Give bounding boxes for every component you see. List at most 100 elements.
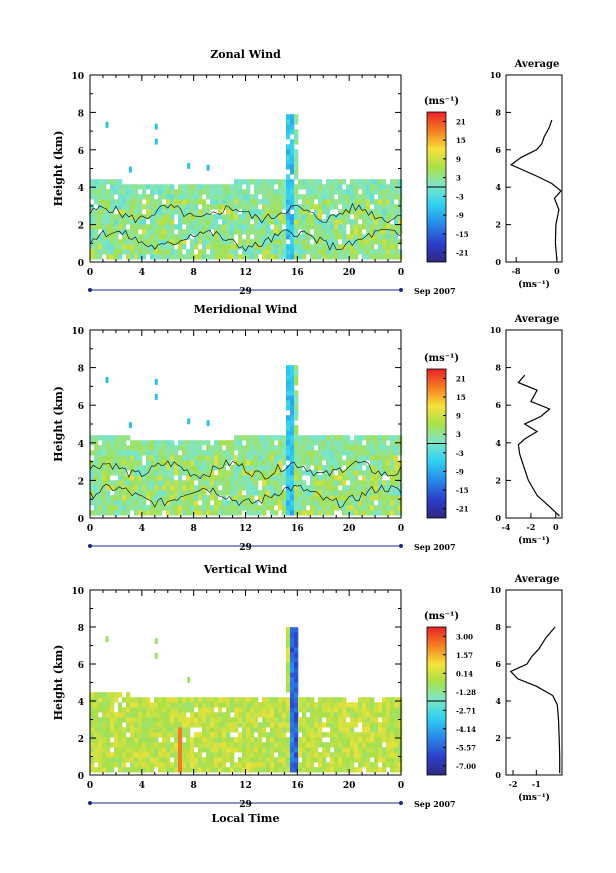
field-cell <box>110 500 115 506</box>
field-cell <box>362 460 367 466</box>
field-cell <box>258 707 263 713</box>
field-cell <box>214 184 219 190</box>
field-cell <box>186 214 191 220</box>
field-cell <box>198 742 203 748</box>
field-cell <box>318 707 323 713</box>
field-cell <box>110 445 115 451</box>
field-cell <box>370 767 375 773</box>
field-cell <box>358 500 363 506</box>
field-cell <box>198 450 203 456</box>
field-cell <box>290 712 295 718</box>
field-cell <box>378 465 383 471</box>
field-cell <box>222 194 227 200</box>
x-tick-label: 0 <box>87 781 93 791</box>
field-cell <box>338 219 343 225</box>
field-cell <box>202 712 207 718</box>
field-cell <box>394 450 399 456</box>
field-cell <box>274 254 279 260</box>
field-cell <box>138 722 143 728</box>
field-cell <box>214 510 219 516</box>
field-cell <box>274 189 279 195</box>
field-cell <box>306 752 311 758</box>
field-cell <box>130 732 135 738</box>
field-cell <box>342 219 347 225</box>
field-cell <box>298 697 303 703</box>
field-cell <box>354 722 359 728</box>
field-cell <box>202 485 207 491</box>
field-cell <box>346 475 351 481</box>
field-cell <box>98 475 103 481</box>
field-cell <box>346 767 351 773</box>
field-cell <box>286 712 291 718</box>
field-cell <box>150 440 155 446</box>
field-cell <box>94 485 99 491</box>
field-cell <box>246 179 251 185</box>
field-cell <box>198 194 203 200</box>
field-cell <box>358 224 363 230</box>
field-cell <box>118 214 123 220</box>
field-cell <box>378 214 383 220</box>
field-cell <box>382 199 387 205</box>
field-cell <box>342 475 347 481</box>
field-cell <box>202 475 207 481</box>
field-cell <box>334 752 339 758</box>
field-cell <box>114 737 119 743</box>
field-cell <box>322 732 327 738</box>
field-cell <box>322 757 327 763</box>
field-cell <box>394 742 399 748</box>
field-cell <box>238 510 243 516</box>
colorbar-tick-label: 15 <box>456 393 466 402</box>
field-cell <box>270 465 275 471</box>
field-cell <box>226 214 231 220</box>
field-cell <box>278 732 283 738</box>
field-cell <box>338 440 343 446</box>
field-cell <box>294 430 299 436</box>
avg-y-tick-label: 2 <box>495 220 501 230</box>
field-cell <box>230 500 235 506</box>
field-cell <box>326 194 331 200</box>
field-cell <box>394 727 399 733</box>
field-cell <box>158 440 163 446</box>
field-cell <box>290 657 295 663</box>
field-cell <box>294 647 299 653</box>
field-cell <box>306 495 311 501</box>
field-cell <box>358 184 363 190</box>
field-cell <box>162 244 167 250</box>
field-cell <box>182 510 187 516</box>
field-cell <box>118 460 123 466</box>
field-cell <box>266 757 271 763</box>
field-cell <box>286 480 291 486</box>
field-cell <box>398 697 403 703</box>
field-cell <box>126 189 131 195</box>
field-cell <box>338 500 343 506</box>
colorbar-tick-label: 21 <box>456 374 466 383</box>
field-cell <box>162 465 167 471</box>
field-cell <box>102 737 107 743</box>
field-cell <box>242 179 247 185</box>
field-cell <box>334 495 339 501</box>
field-cell <box>298 440 303 446</box>
x-tick-label: 12 <box>239 781 252 791</box>
field-cell <box>262 470 267 476</box>
field-cell <box>254 179 259 185</box>
y-tick-label: 10 <box>71 587 84 597</box>
field-cell <box>90 214 95 220</box>
field-cell <box>238 712 243 718</box>
field-cell <box>194 500 199 506</box>
field-cell <box>170 490 175 496</box>
field-cell <box>270 717 275 723</box>
field-cell <box>390 465 395 471</box>
field-cell <box>214 249 219 255</box>
field-cell <box>322 194 327 200</box>
field-cell <box>330 450 335 456</box>
field-cell <box>274 204 279 210</box>
field-cell <box>154 123 158 130</box>
field-cell <box>210 707 215 713</box>
colorbar-tick-label: -1.28 <box>456 688 476 697</box>
field-cell <box>362 712 367 718</box>
field-cell <box>246 762 251 768</box>
field-cell <box>194 752 199 758</box>
field-cell <box>266 194 271 200</box>
field-cell <box>90 485 95 491</box>
field-cell <box>162 450 167 456</box>
